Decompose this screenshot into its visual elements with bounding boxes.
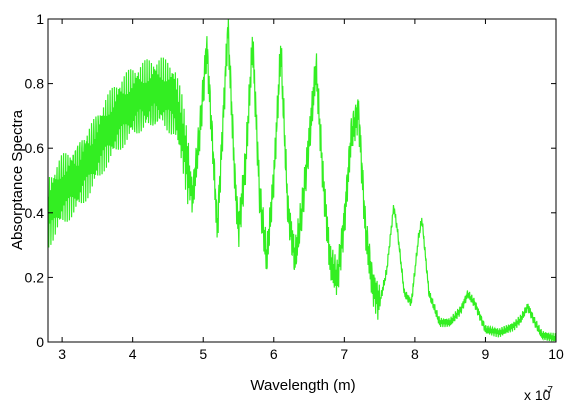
axes-frame (47, 18, 557, 343)
y-tick-label: 0.4 (25, 205, 45, 221)
x-tick-label: 4 (129, 346, 137, 362)
x-axis-scale-note: x 10 (524, 387, 551, 403)
y-tick-label: 1 (36, 11, 44, 27)
x-tick-label: 6 (270, 346, 278, 362)
y-tick-label: 0.8 (25, 76, 45, 92)
x-axis-label: Wavelength (m) (250, 377, 355, 394)
x-axis-scale-exponent: -7 (544, 385, 553, 396)
axes: 3 4 5 6 7 8 9 10 0 0.2 0.4 0.6 0.8 1 (25, 11, 564, 362)
series-line (48, 19, 556, 342)
x-tick-label: 9 (482, 346, 490, 362)
plot-area (48, 19, 556, 342)
x-tick-label: 5 (199, 346, 207, 362)
x-tick-label: 7 (340, 346, 348, 362)
y-tick-label: 0.6 (25, 140, 45, 156)
x-tick-label: 8 (411, 346, 419, 362)
y-tick-label: 0.2 (25, 269, 45, 285)
y-tick-label: 0 (36, 334, 44, 350)
x-tick-label: 3 (58, 346, 66, 362)
y-axis-label: Absorptance Spectra (9, 109, 26, 250)
x-tick-label: 10 (548, 346, 564, 362)
